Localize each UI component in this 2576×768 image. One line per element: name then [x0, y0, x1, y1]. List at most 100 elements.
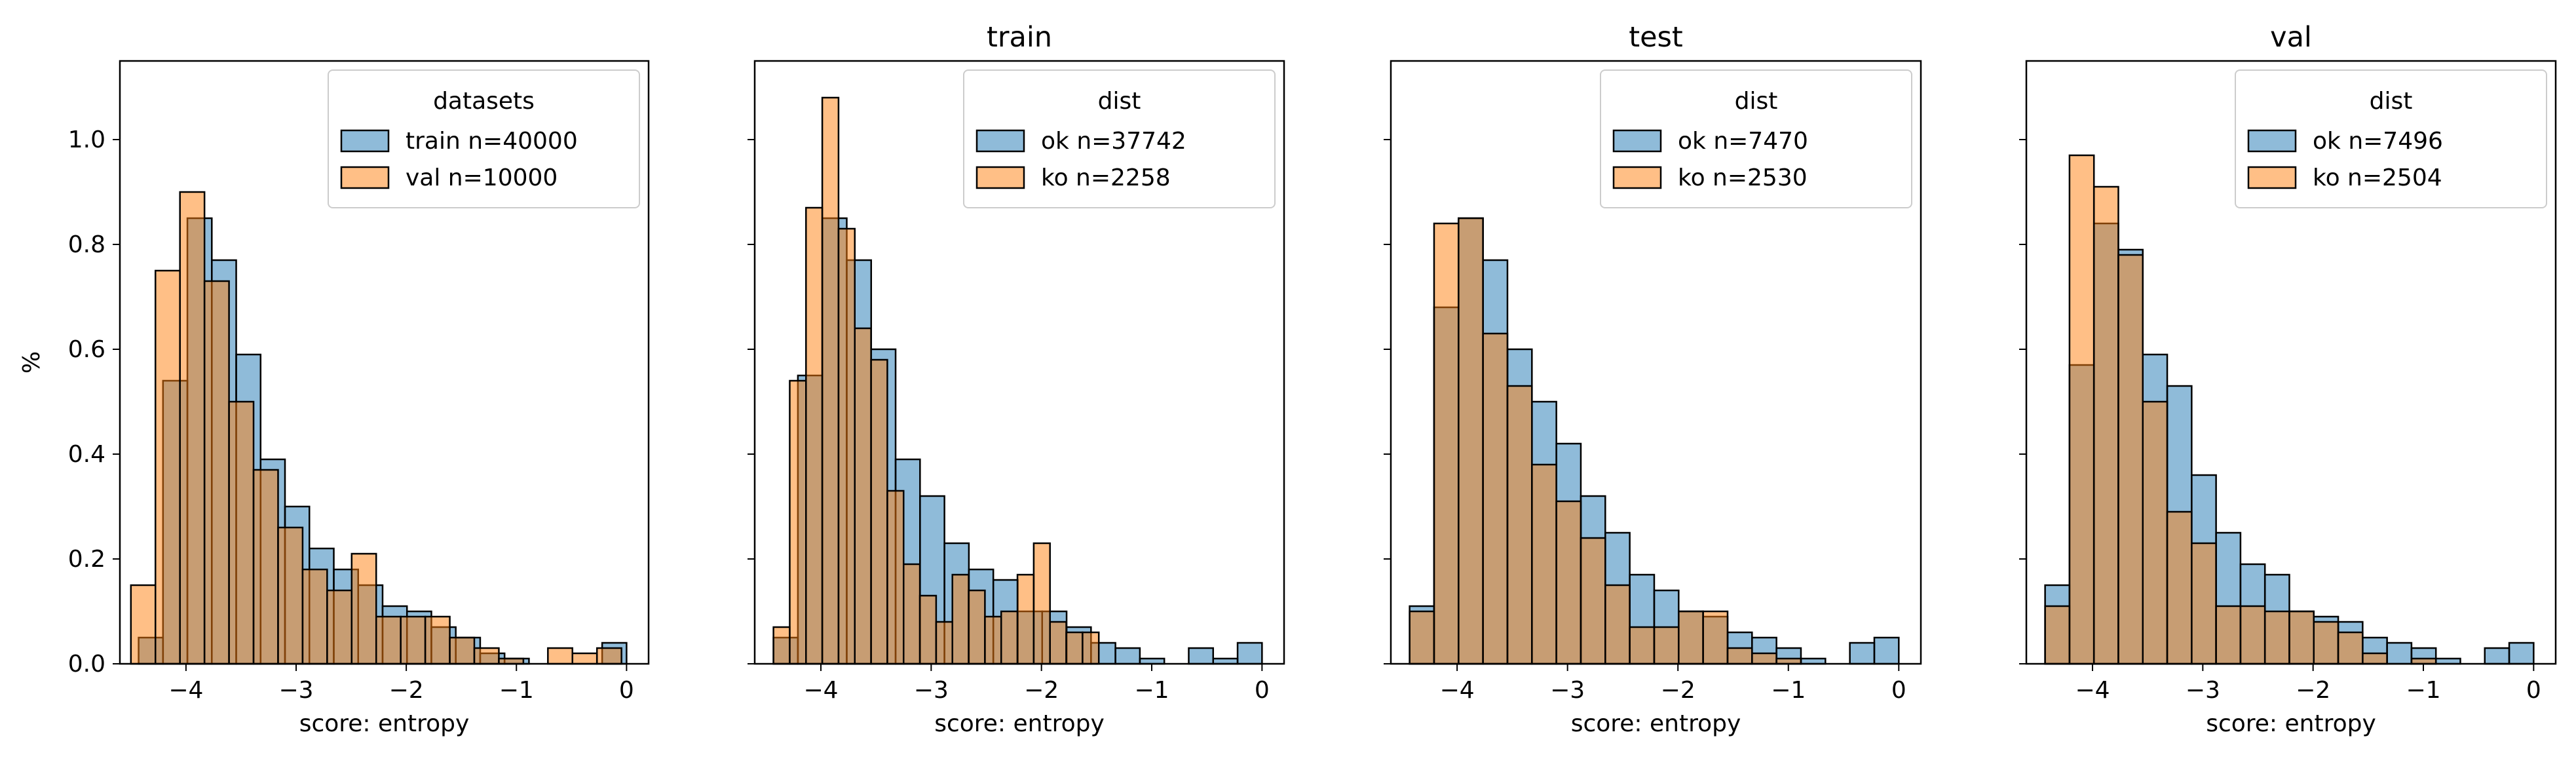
- bar: [2508, 642, 2535, 665]
- axes-frame: [1390, 60, 1922, 665]
- legend-box: [1600, 69, 1912, 208]
- x-tick-label: −1: [1771, 677, 1806, 704]
- legend-entry: ok n=37742: [1041, 128, 1186, 155]
- legend-entry: ko n=2504: [2313, 164, 2442, 191]
- bar: [1604, 584, 1631, 665]
- legend-entry: val n=10000: [406, 164, 558, 191]
- chart-panel-2: −4 −3 −2 −1 0 score: entropy train dist ok n=377…: [748, 21, 1285, 737]
- bar: [1751, 652, 1777, 665]
- bar: [424, 615, 451, 665]
- bar: [1082, 631, 1100, 665]
- bar: [854, 327, 872, 665]
- y-axis-label: %: [18, 351, 45, 374]
- bar: [571, 652, 598, 665]
- bar: [984, 615, 1002, 665]
- bar: [203, 280, 230, 665]
- bar: [1433, 222, 1460, 665]
- bar: [2239, 605, 2266, 665]
- bar: [1065, 631, 1084, 665]
- x-tick-label: −1: [2406, 677, 2440, 704]
- x-tick-label: −4: [168, 677, 203, 704]
- bar: [1531, 463, 1557, 665]
- bar: [772, 626, 791, 665]
- bar: [155, 269, 181, 665]
- legend: dist ok n=7470 ko n=2530: [1600, 69, 1912, 208]
- bar: [968, 589, 986, 665]
- bar: [1726, 647, 1753, 665]
- x-tick-label: −4: [1440, 677, 1475, 704]
- axes-frame: [2025, 60, 2557, 665]
- bar: [805, 206, 824, 665]
- bar: [1188, 647, 1215, 665]
- bar: [1629, 626, 1656, 665]
- legend-box: [2235, 69, 2547, 208]
- series-2: [772, 96, 1100, 665]
- bar: [301, 568, 328, 665]
- x-tick-label: −3: [2186, 677, 2220, 704]
- x-axis-label: score: entropy: [934, 710, 1105, 737]
- bar: [1678, 610, 1704, 665]
- bar: [2068, 154, 2095, 665]
- bar: [903, 563, 921, 665]
- legend-title: dist: [2370, 88, 2413, 115]
- bar: [1016, 573, 1035, 665]
- x-tick-label: −3: [278, 677, 313, 704]
- bar: [596, 647, 622, 665]
- x-tick-label: −2: [1024, 677, 1059, 704]
- chart-title: test: [1629, 21, 1683, 54]
- legend-swatch: [1612, 166, 1662, 189]
- legend-box: [963, 69, 1276, 208]
- bar: [1049, 621, 1067, 665]
- bar: [2288, 610, 2315, 665]
- legend-entry: ok n=7496: [2313, 128, 2443, 155]
- y-tick-label: 0.4: [68, 441, 105, 468]
- bar: [870, 358, 888, 665]
- axes-frame: [753, 60, 1285, 665]
- bar: [2093, 185, 2119, 665]
- bar: [1236, 642, 1263, 665]
- x-tick-label: −4: [2075, 677, 2110, 704]
- bar: [547, 647, 574, 665]
- bar: [1580, 537, 1606, 665]
- legend-title: dist: [1735, 88, 1778, 115]
- chart-panel-4: −4 −3 −2 −1 0 score: entropy val dist ok n=7496 k…: [2019, 21, 2557, 737]
- legend-entry: ko n=2530: [1678, 164, 1808, 191]
- bar: [1653, 626, 1680, 665]
- bar: [326, 589, 353, 665]
- x-tick-label: 0: [1891, 677, 1906, 704]
- legend: datasets train n=40000 val n=10000: [328, 69, 640, 208]
- bar: [935, 621, 953, 665]
- x-tick-label: −2: [2296, 677, 2330, 704]
- y-tick-label: 0.6: [68, 336, 105, 363]
- legend-swatch: [975, 129, 1025, 153]
- bar: [350, 552, 377, 665]
- legend-swatch: [340, 166, 390, 189]
- bar: [2166, 510, 2193, 665]
- bar: [2142, 400, 2169, 665]
- bar: [1849, 642, 1876, 665]
- bar: [951, 573, 970, 665]
- bar: [277, 526, 304, 665]
- legend-entry: ok n=7470: [1678, 128, 1808, 155]
- bar: [1409, 610, 1435, 665]
- chart-title: train: [987, 21, 1052, 54]
- bar: [837, 227, 856, 665]
- bar: [2215, 605, 2242, 665]
- x-axis-label: score: entropy: [2206, 710, 2376, 737]
- bar: [2484, 647, 2510, 665]
- bar: [1000, 610, 1019, 665]
- bar: [1032, 542, 1051, 665]
- bar: [821, 96, 840, 665]
- x-tick-label: −1: [1134, 677, 1169, 704]
- chart-panel-3: −4 −3 −2 −1 0 score: entropy test dist ok n=7470…: [1384, 21, 1922, 737]
- bar: [2191, 542, 2217, 665]
- bar: [1702, 610, 1729, 665]
- bar: [2313, 621, 2339, 665]
- legend-title: datasets: [433, 88, 535, 115]
- legend: dist ok n=37742 ko n=2258: [963, 69, 1276, 208]
- x-tick-label: −4: [803, 677, 838, 704]
- legend-entry: ko n=2258: [1041, 164, 1171, 191]
- series-2: [2044, 154, 2437, 665]
- bar: [1482, 332, 1509, 665]
- bar: [179, 191, 206, 665]
